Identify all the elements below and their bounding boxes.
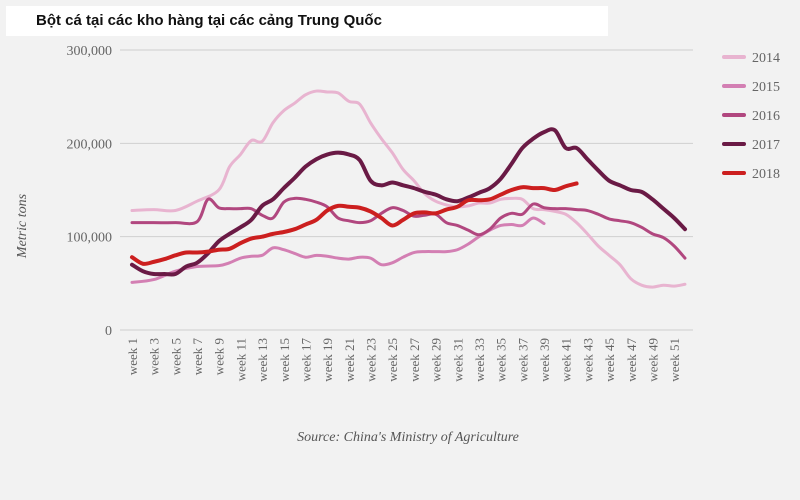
- x-axis-ticks: week 1 week 3 week 5 week 7 week 9 week 11 wee…: [125, 338, 682, 382]
- series-layer: [130, 89, 687, 289]
- x-tick-label: week 21: [342, 338, 357, 382]
- x-tick-label: week 51: [667, 338, 682, 382]
- legend-label-2016: 2016: [752, 109, 780, 124]
- x-tick-label: week 39: [537, 338, 552, 382]
- x-tick-label: week 31: [450, 338, 465, 382]
- x-tick-label: week 9: [212, 338, 227, 375]
- x-tick-label: week 45: [602, 338, 617, 382]
- x-tick-label: week 41: [559, 338, 574, 382]
- x-tick-label: week 25: [385, 338, 400, 382]
- y-tick-label: 200,000: [67, 137, 113, 152]
- y-tick-label: 100,000: [67, 231, 113, 246]
- x-tick-label: week 23: [364, 338, 379, 382]
- x-tick-label: week 7: [190, 338, 205, 376]
- x-tick-label: week 47: [624, 338, 639, 382]
- series-line-2015: [130, 216, 546, 284]
- x-tick-label: week 29: [429, 338, 444, 382]
- x-tick-label: week 5: [168, 338, 183, 375]
- x-tick-label: week 37: [515, 338, 530, 382]
- x-tick-label: week 1: [125, 338, 140, 375]
- x-tick-label: week 13: [255, 338, 270, 382]
- x-tick-label: week 17: [298, 338, 313, 382]
- title-bar: Bột cá tại các kho hàng tại các cảng Tru…: [6, 6, 608, 36]
- source-note: Source: China's Ministry of Agriculture: [297, 430, 519, 445]
- legend-label-2017: 2017: [752, 138, 780, 153]
- y-axis-label: Metric tons: [15, 193, 30, 259]
- x-tick-label: week 35: [494, 338, 509, 382]
- y-tick-label: 0: [105, 324, 112, 339]
- chart-title: Bột cá tại các kho hàng tại các cảng Tru…: [36, 12, 382, 29]
- y-axis-ticks: 0 100,000 200,000 300,000: [67, 44, 113, 339]
- x-tick-label: week 49: [645, 338, 660, 382]
- x-tick-label: week 27: [407, 338, 422, 382]
- x-tick-label: week 43: [580, 338, 595, 382]
- series-line-2016: [130, 196, 687, 260]
- legend-label-2015: 2015: [752, 80, 780, 95]
- legend: 2014 2015 2016 2017 2018: [722, 51, 780, 182]
- legend-label-2014: 2014: [752, 51, 780, 66]
- x-tick-label: week 11: [233, 338, 248, 381]
- series-line-2014: [130, 89, 687, 289]
- grid-layer: [120, 49, 693, 331]
- series-line-2017: [130, 127, 687, 277]
- x-tick-label: week 19: [320, 338, 335, 382]
- x-tick-label: week 33: [472, 338, 487, 382]
- legend-label-2018: 2018: [752, 167, 780, 182]
- x-tick-label: week 15: [277, 338, 292, 382]
- x-tick-label: week 3: [147, 338, 162, 375]
- y-tick-label: 300,000: [67, 44, 113, 59]
- series-line-2018: [130, 181, 579, 266]
